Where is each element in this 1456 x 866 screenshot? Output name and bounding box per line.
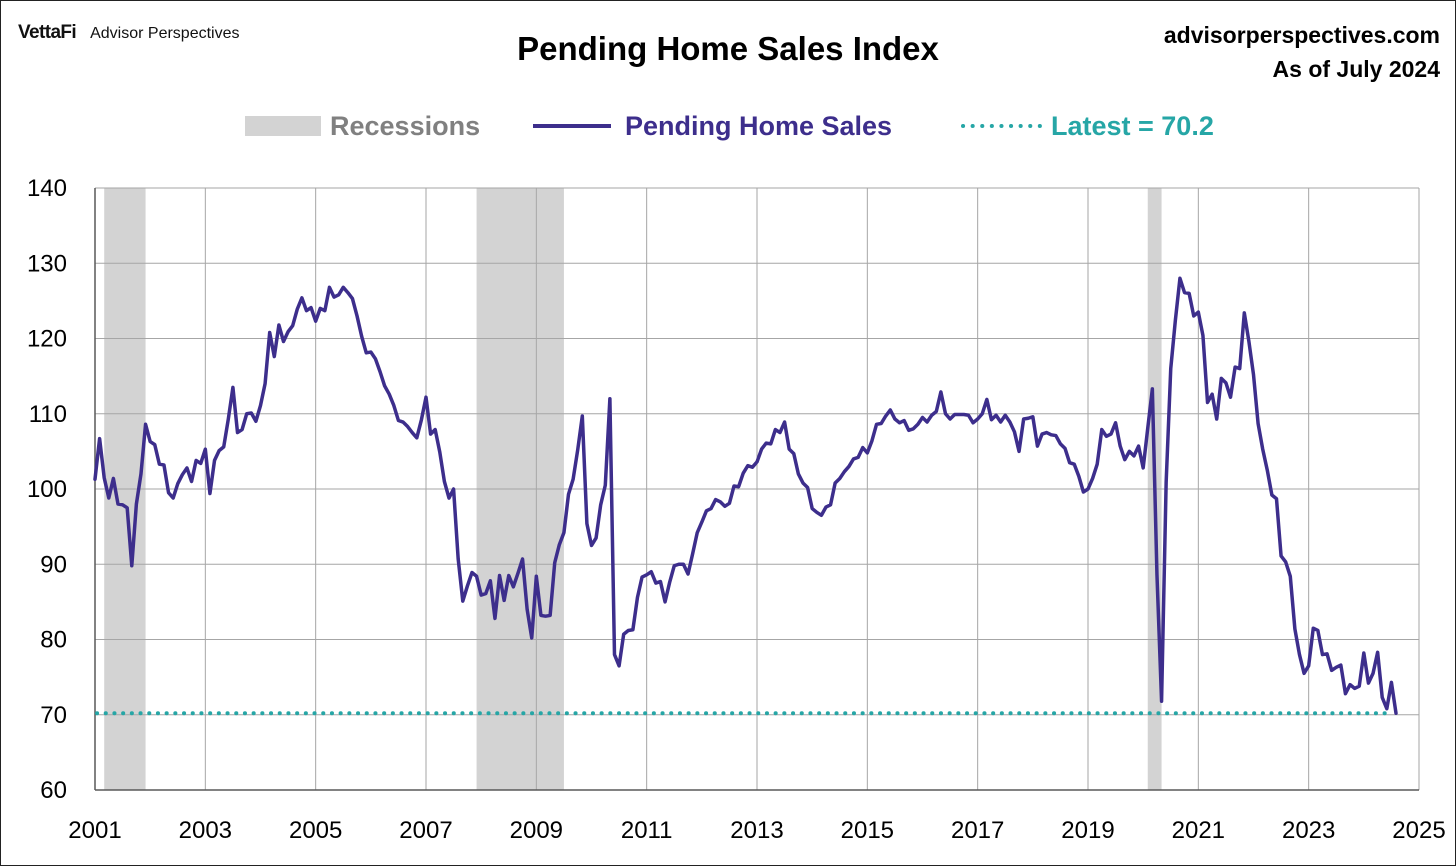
brand-name: Advisor Perspectives [90,25,240,42]
y-tick-label-130: 130 [27,250,67,277]
x-tick-label-2001: 2001 [68,817,121,844]
legend-recessions-label: Recessions [330,111,480,141]
legend: Recessions Pending Home Sales Latest = 7… [245,111,1214,141]
x-tick-label-2021: 2021 [1172,817,1225,844]
x-tick-label-2007: 2007 [399,817,452,844]
legend-series-label: Pending Home Sales [625,111,892,141]
source-block: advisorperspectives.com As of July 2024 [1164,18,1440,86]
x-tick-label-2011: 2011 [621,817,673,844]
x-tick-label-2015: 2015 [841,817,894,844]
x-tick-label-2017: 2017 [951,817,1004,844]
series-line-1 [93,276,1398,715]
x-tick-label-2009: 2009 [510,817,563,844]
axes: 60 70 80 90 100 110 120 130 140 2001 2003 2005 2007 2… [27,175,1446,844]
x-tick-label-2013: 2013 [730,817,783,844]
x-tick-label-2023: 2023 [1282,817,1335,844]
grid-lines [95,187,1420,790]
y-tick-label-80: 80 [40,627,67,654]
site-url: advisorperspectives.com [1163,22,1440,48]
brand: VettaFi Advisor Perspectives [18,22,240,44]
x-tick-label-2019: 2019 [1061,817,1114,844]
y-tick-label-110: 110 [29,401,67,428]
legend-recession-swatch [245,116,321,136]
y-tick-label-60: 60 [40,777,67,804]
x-tick-label-2005: 2005 [289,817,342,844]
y-tick-label-140: 140 [27,175,67,202]
y-tick-label-100: 100 [27,476,67,503]
y-tick-label-120: 120 [27,326,67,353]
legend-latest-label: Latest = 70.2 [1051,111,1214,141]
chart-title: Pending Home Sales Index [517,30,939,67]
series-group [93,276,1398,715]
x-tick-label-2003: 2003 [179,817,232,844]
y-tick-label-90: 90 [40,551,67,578]
y-tick-label-70: 70 [40,702,67,729]
as-of-date: As of July 2024 [1272,56,1440,82]
brand-logo: VettaFi [18,22,77,43]
x-tick-label-2025: 2025 [1392,817,1445,844]
